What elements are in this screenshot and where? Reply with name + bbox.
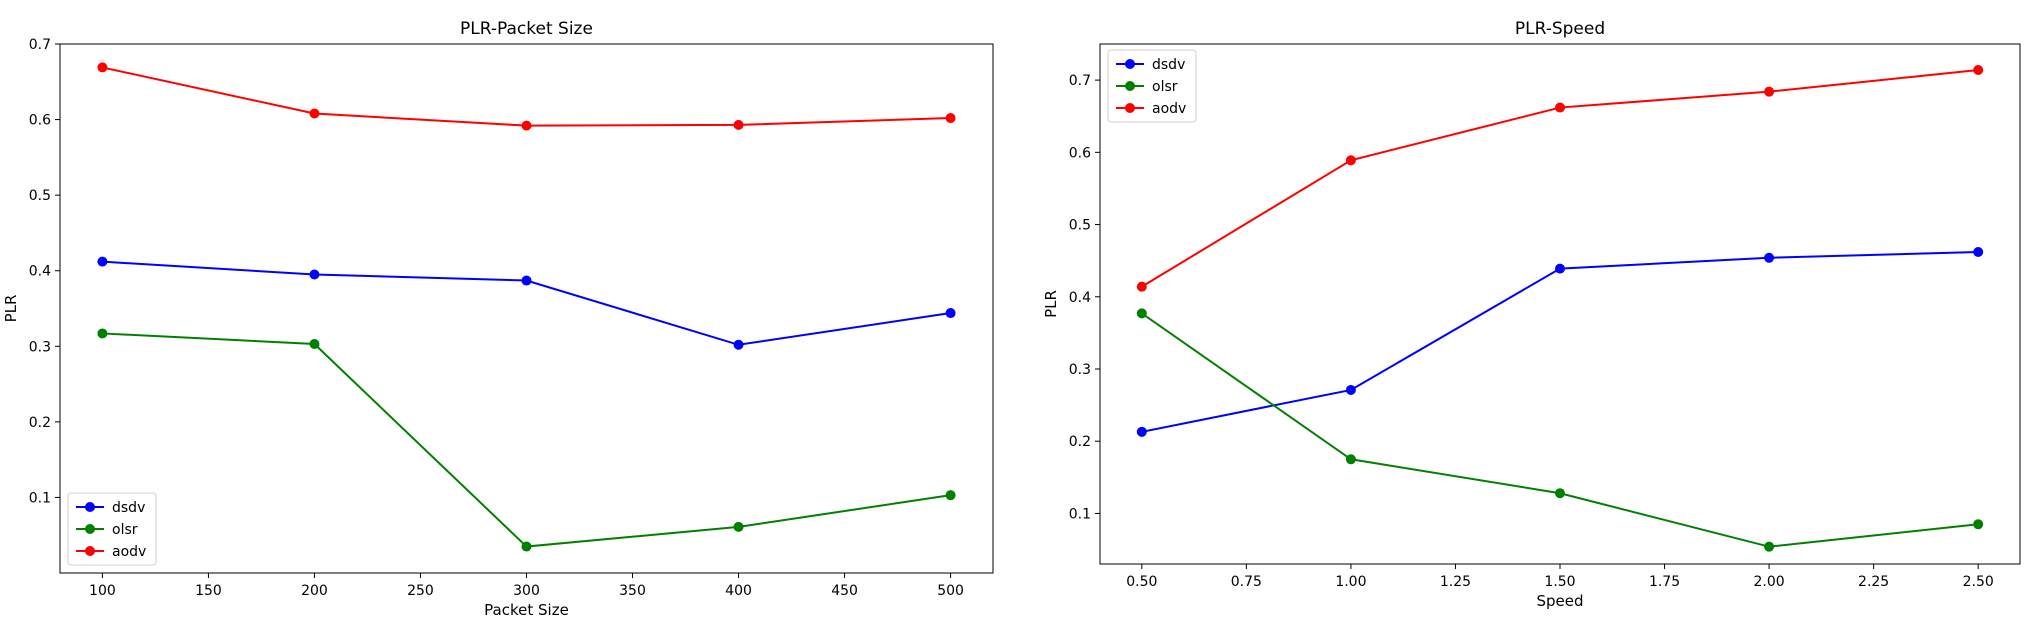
legend-label-dsdv: dsdv: [112, 500, 145, 516]
series-line-olsr: [1141, 312, 1979, 548]
data-point-aodv: [945, 113, 956, 124]
y-tick-label: 0.2: [1069, 434, 1091, 450]
x-tick-label: 2.25: [1858, 574, 1889, 590]
data-point-aodv: [1555, 102, 1565, 113]
x-tick-label: 1.25: [1440, 574, 1471, 590]
y-tick-label: 0.6: [29, 113, 51, 129]
series-line-aodv: [1141, 69, 1979, 288]
x-tick-label: 1.00: [1335, 574, 1366, 590]
x-tick-label: 300: [513, 583, 540, 599]
legend-marker-aodv: [1125, 103, 1135, 113]
data-point-olsr: [1345, 454, 1356, 465]
data-point-dsdv: [1345, 384, 1356, 395]
data-point-aodv: [1764, 86, 1775, 97]
series-line-aodv: [102, 66, 951, 127]
x-tick-label: 1.75: [1649, 574, 1680, 590]
data-point-aodv: [521, 120, 532, 131]
y-tick-label: 0.1: [29, 490, 51, 506]
legend-marker-aodv: [85, 546, 95, 556]
y-tick-label: 0.4: [1069, 290, 1091, 306]
x-tick-label: 100: [89, 583, 116, 599]
x-tick-label: 2.00: [1754, 574, 1785, 590]
x-tick-label: 400: [725, 583, 752, 599]
data-point-aodv: [1973, 65, 1984, 75]
series-line-dsdv: [1141, 251, 1979, 433]
legend-label-aodv: aodv: [1152, 101, 1186, 117]
data-point-olsr: [733, 521, 744, 532]
legend-marker-dsdv: [85, 502, 95, 512]
x-tick-label: 200: [301, 583, 328, 599]
x-tick-label: 150: [195, 583, 222, 599]
data-point-olsr: [521, 541, 532, 552]
x-tick-label: 250: [407, 583, 434, 599]
data-point-dsdv: [1764, 252, 1775, 263]
data-point-olsr: [309, 339, 320, 350]
x-tick-label: 2.50: [1963, 574, 1994, 590]
y-tick-label: 0.2: [29, 415, 51, 431]
legend-marker-dsdv: [1125, 59, 1135, 69]
data-point-dsdv: [97, 256, 108, 267]
chart-title: PLR-Speed: [1515, 19, 1605, 39]
x-tick-label: 1.50: [1544, 574, 1575, 590]
data-point-olsr: [945, 490, 956, 501]
data-point-dsdv: [309, 269, 320, 280]
legend-label-olsr: olsr: [1152, 79, 1178, 95]
y-tick-label: 0.3: [29, 339, 51, 355]
data-point-aodv: [309, 108, 320, 119]
y-tick-label: 0.7: [29, 37, 51, 53]
data-point-dsdv: [1555, 263, 1565, 274]
data-point-olsr: [1764, 541, 1775, 552]
legend-marker-olsr: [1125, 81, 1135, 91]
plot-frame: [1099, 43, 2021, 565]
x-axis-label: Packet Size: [484, 601, 569, 619]
y-tick-label: 0.7: [1069, 73, 1091, 89]
y-axis-label: PLR: [2, 295, 20, 323]
data-point-olsr: [1555, 488, 1565, 499]
y-tick-label: 0.5: [29, 188, 51, 204]
y-tick-label: 0.3: [1069, 362, 1091, 378]
x-tick-label: 0.75: [1231, 574, 1262, 590]
data-point-aodv: [733, 119, 744, 130]
data-point-dsdv: [1136, 426, 1147, 437]
data-point-olsr: [97, 328, 108, 339]
data-point-aodv: [97, 62, 108, 73]
legend-marker-olsr: [85, 524, 95, 534]
x-tick-label: 350: [619, 583, 646, 599]
x-tick-label: 450: [831, 583, 858, 599]
legend-label-dsdv: dsdv: [1152, 57, 1185, 73]
data-point-dsdv: [521, 275, 532, 286]
chart-title: PLR-Packet Size: [460, 19, 593, 39]
data-point-dsdv: [1973, 247, 1984, 257]
x-tick-label: 0.50: [1126, 574, 1157, 590]
series-line-dsdv: [102, 260, 951, 346]
y-tick-label: 0.6: [1069, 145, 1091, 161]
y-axis-label: PLR: [1042, 290, 1060, 318]
series-line-olsr: [102, 332, 951, 548]
data-point-aodv: [1136, 281, 1147, 292]
x-axis-label: Speed: [1536, 592, 1583, 610]
y-tick-label: 0.4: [29, 264, 51, 280]
legend-label-olsr: olsr: [112, 522, 138, 538]
x-tick-label: 500: [937, 583, 964, 599]
data-point-olsr: [1136, 308, 1147, 319]
y-tick-label: 0.1: [1069, 506, 1091, 522]
data-point-dsdv: [945, 308, 956, 319]
y-tick-label: 0.5: [1069, 218, 1091, 234]
data-point-aodv: [1345, 155, 1356, 166]
legend-label-aodv: aodv: [112, 544, 146, 560]
data-point-olsr: [1973, 519, 1984, 530]
data-point-dsdv: [733, 339, 744, 350]
